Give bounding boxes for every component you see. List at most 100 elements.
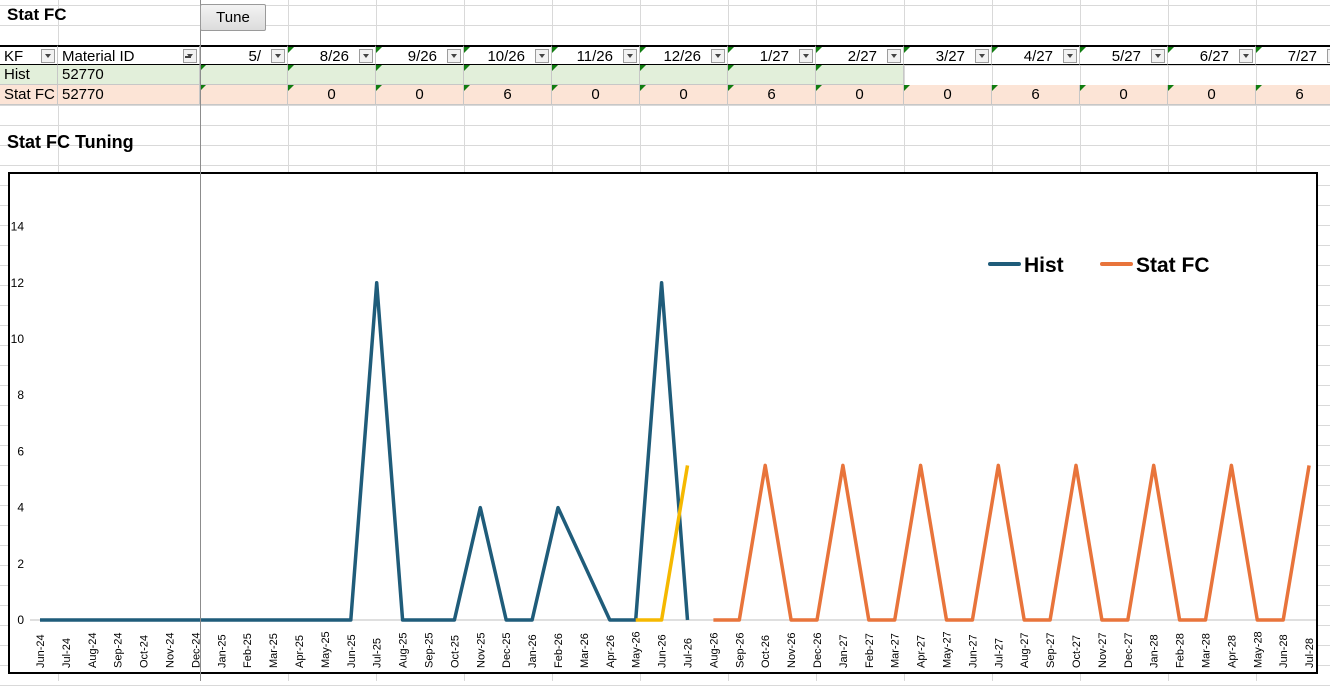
x-tick-label: Jan-28: [1149, 634, 1161, 668]
cell-comment-indicator: [376, 65, 382, 71]
cell-comment-indicator: [1080, 47, 1086, 53]
x-tick-label: Aug-27: [1019, 633, 1031, 668]
header-period[interactable]: 8/26: [288, 45, 376, 65]
x-tick-label: Jun-25: [346, 634, 358, 668]
cell-comment-indicator: [552, 85, 558, 91]
series-line-stat-fc: [713, 463, 1311, 622]
period-cell[interactable]: 0: [552, 85, 640, 105]
cell-comment-indicator: [200, 85, 206, 91]
period-cell[interactable]: [464, 65, 552, 85]
period-cell[interactable]: [288, 65, 376, 85]
cell-comment-indicator: [1168, 47, 1174, 53]
header-period[interactable]: 3/27: [904, 45, 992, 65]
period-cell[interactable]: [552, 65, 640, 85]
filter-dropdown-icon[interactable]: [41, 49, 55, 63]
x-tick-label: Jun-26: [657, 634, 669, 668]
x-tick-label: Jun-28: [1278, 634, 1290, 668]
filter-dropdown-icon[interactable]: [975, 49, 989, 63]
x-tick-label: May-28: [1252, 631, 1264, 668]
filter-dropdown-icon[interactable]: [359, 49, 373, 63]
header-period[interactable]: 2/27: [816, 45, 904, 65]
x-tick-label: Dec-24: [190, 633, 202, 668]
filter-dropdown-icon[interactable]: [799, 49, 813, 63]
x-tick-label: Oct-25: [449, 635, 461, 668]
period-cell[interactable]: 0: [376, 85, 464, 105]
header-period[interactable]: 6/27: [1168, 45, 1256, 65]
period-cell[interactable]: 6: [992, 85, 1080, 105]
filter-dropdown-icon[interactable]: [1151, 49, 1165, 63]
period-cell[interactable]: 6: [1256, 85, 1330, 105]
header-period[interactable]: 10/26: [464, 45, 552, 65]
filter-dropdown-icon[interactable]: [623, 49, 637, 63]
x-tick-label: Sep-26: [734, 633, 746, 668]
header-kf[interactable]: KF: [0, 45, 58, 65]
x-tick-label: Aug-24: [87, 633, 99, 668]
section-title: Stat FC Tuning: [7, 132, 134, 152]
header-period[interactable]: 12/26: [640, 45, 728, 65]
y-tick-label: 12: [11, 276, 25, 290]
x-tick-label: Mar-26: [579, 633, 591, 668]
period-cell[interactable]: [200, 65, 288, 85]
legend-stat-fc-swatch: [1100, 262, 1133, 267]
row-kf[interactable]: Stat FC: [0, 85, 58, 105]
legend-hist: Hist: [988, 254, 1064, 278]
period-cell[interactable]: 0: [1168, 85, 1256, 105]
cell-comment-indicator: [200, 65, 206, 71]
period-cell[interactable]: 0: [816, 85, 904, 105]
header-period[interactable]: 5/: [200, 45, 288, 65]
y-tick-label: 0: [17, 613, 24, 627]
x-tick-label: Aug-25: [398, 633, 410, 668]
filter-active-icon[interactable]: [183, 49, 197, 63]
filter-dropdown-icon[interactable]: [535, 49, 549, 63]
header-period[interactable]: 4/27: [992, 45, 1080, 65]
tune-button[interactable]: Tune: [200, 4, 266, 31]
stat-fc-tuning-chart[interactable]: 0 2 4 6 8 10 12 14 Jun-24 Jul-24 Aug-24 Sep-24 Oct-2…: [8, 172, 1318, 674]
header-period[interactable]: 7/27: [1256, 45, 1330, 65]
header-period[interactable]: 9/26: [376, 45, 464, 65]
x-tick-label: Jul-27: [993, 638, 1005, 668]
y-tick-label: 2: [17, 557, 24, 571]
row-material-id[interactable]: 52770: [58, 65, 200, 85]
x-tick-label: Dec-26: [812, 633, 824, 668]
filter-dropdown-icon[interactable]: [711, 49, 725, 63]
cell-comment-indicator: [640, 47, 646, 53]
header-period[interactable]: 1/27: [728, 45, 816, 65]
filter-dropdown-icon[interactable]: [447, 49, 461, 63]
filter-dropdown-icon[interactable]: [271, 49, 285, 63]
period-cell[interactable]: 6: [464, 85, 552, 105]
x-tick-label: Jul-28: [1304, 638, 1316, 668]
cell-comment-indicator: [904, 85, 910, 91]
period-cell[interactable]: 0: [288, 85, 376, 105]
x-tick-label: Nov-27: [1097, 633, 1109, 668]
cell-comment-indicator: [464, 47, 470, 53]
period-cell[interactable]: 6: [728, 85, 816, 105]
filter-dropdown-icon[interactable]: [1327, 49, 1330, 63]
period-cell[interactable]: [376, 65, 464, 85]
period-cell[interactable]: 0: [904, 85, 992, 105]
series-line-connector: [635, 465, 690, 622]
header-period[interactable]: 11/26: [552, 45, 640, 65]
period-cell[interactable]: 0: [640, 85, 728, 105]
x-tick-label: Jul-24: [61, 638, 73, 668]
header-period[interactable]: 5/27: [1080, 45, 1168, 65]
cell-comment-indicator: [904, 47, 910, 53]
filter-dropdown-icon[interactable]: [1239, 49, 1253, 63]
filter-dropdown-icon[interactable]: [1063, 49, 1077, 63]
cell-comment-indicator: [728, 65, 734, 71]
x-tick-label: Jan-26: [527, 634, 539, 668]
period-cell[interactable]: [728, 65, 816, 85]
legend-stat-fc: Stat FC: [1100, 254, 1210, 278]
sheet-title: Stat FC: [7, 5, 67, 24]
x-tick-label: Jun-24: [35, 634, 47, 668]
header-material-id[interactable]: Material ID: [58, 45, 200, 65]
filter-dropdown-icon[interactable]: [887, 49, 901, 63]
period-cell[interactable]: [640, 65, 728, 85]
period-cell[interactable]: [816, 65, 904, 85]
x-tick-label: Oct-27: [1071, 635, 1083, 668]
x-tick-label: Apr-25: [294, 635, 306, 668]
cell-comment-indicator: [552, 47, 558, 53]
row-material-id[interactable]: 52770: [58, 85, 200, 105]
period-cell[interactable]: 0: [1080, 85, 1168, 105]
period-cell[interactable]: [200, 85, 288, 105]
row-kf[interactable]: Hist: [0, 65, 58, 85]
